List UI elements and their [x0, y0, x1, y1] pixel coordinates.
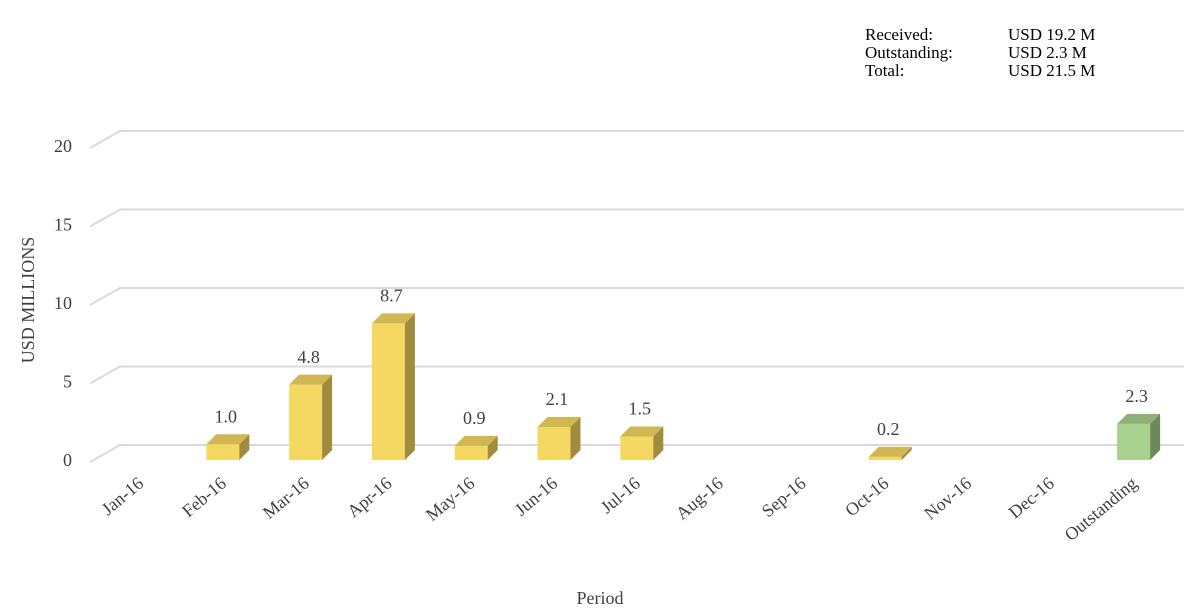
x-tick-label: Jan-16 [98, 473, 148, 519]
x-tick-label: Jul-16 [597, 473, 644, 517]
value-label: 1.5 [629, 399, 652, 419]
grid-line [89, 444, 1184, 463]
bar [289, 374, 333, 460]
grid-line [89, 287, 1184, 306]
y-tick-label: 15 [54, 215, 72, 235]
x-tick-label: Mar-16 [259, 473, 313, 523]
x-tick-label: Outstanding [1061, 473, 1141, 545]
value-label: 1.0 [215, 406, 238, 426]
bar [1117, 413, 1161, 460]
x-tick-label: Jun-16 [511, 473, 561, 520]
summary-value: USD 19.2 M [1008, 25, 1095, 44]
value-label: 2.3 [1125, 386, 1148, 406]
value-label: 0.2 [877, 419, 900, 439]
x-tick-label: May-16 [422, 473, 479, 525]
summary-label: Outstanding: [865, 43, 953, 62]
x-tick-label: Nov-16 [920, 473, 975, 524]
x-tick-label: Sep-16 [758, 473, 810, 521]
bar [868, 446, 912, 460]
bar [206, 434, 250, 460]
grid-line [89, 130, 1184, 149]
bar [620, 426, 664, 460]
y-tick-label: 10 [54, 293, 72, 313]
y-axis-title: USD MILLIONS [18, 237, 38, 364]
summary-label: Received: [865, 25, 933, 44]
value-label: 2.1 [546, 389, 569, 409]
x-axis-title: Period [577, 588, 624, 608]
x-tick-label: Apr-16 [343, 473, 395, 522]
x-tick-label: Aug-16 [672, 473, 727, 524]
y-tick-label: 5 [63, 372, 72, 392]
value-label: 8.7 [380, 286, 403, 306]
value-label: 0.9 [463, 408, 486, 428]
y-tick-label: 20 [54, 136, 72, 156]
summary-label: Total: [865, 61, 904, 80]
bar [537, 417, 581, 460]
y-tick-label: 0 [63, 450, 72, 470]
x-tick-label: Feb-16 [178, 473, 230, 521]
grid-line [89, 208, 1184, 228]
x-tick-label: Oct-16 [841, 473, 892, 520]
bar [371, 313, 415, 460]
summary-value: USD 2.3 M [1008, 43, 1087, 62]
x-tick-label: Dec-16 [1005, 473, 1058, 522]
grid-line [89, 365, 1184, 385]
value-label: 4.8 [297, 347, 320, 367]
summary-value: USD 21.5 M [1008, 61, 1095, 80]
bar [454, 435, 498, 460]
